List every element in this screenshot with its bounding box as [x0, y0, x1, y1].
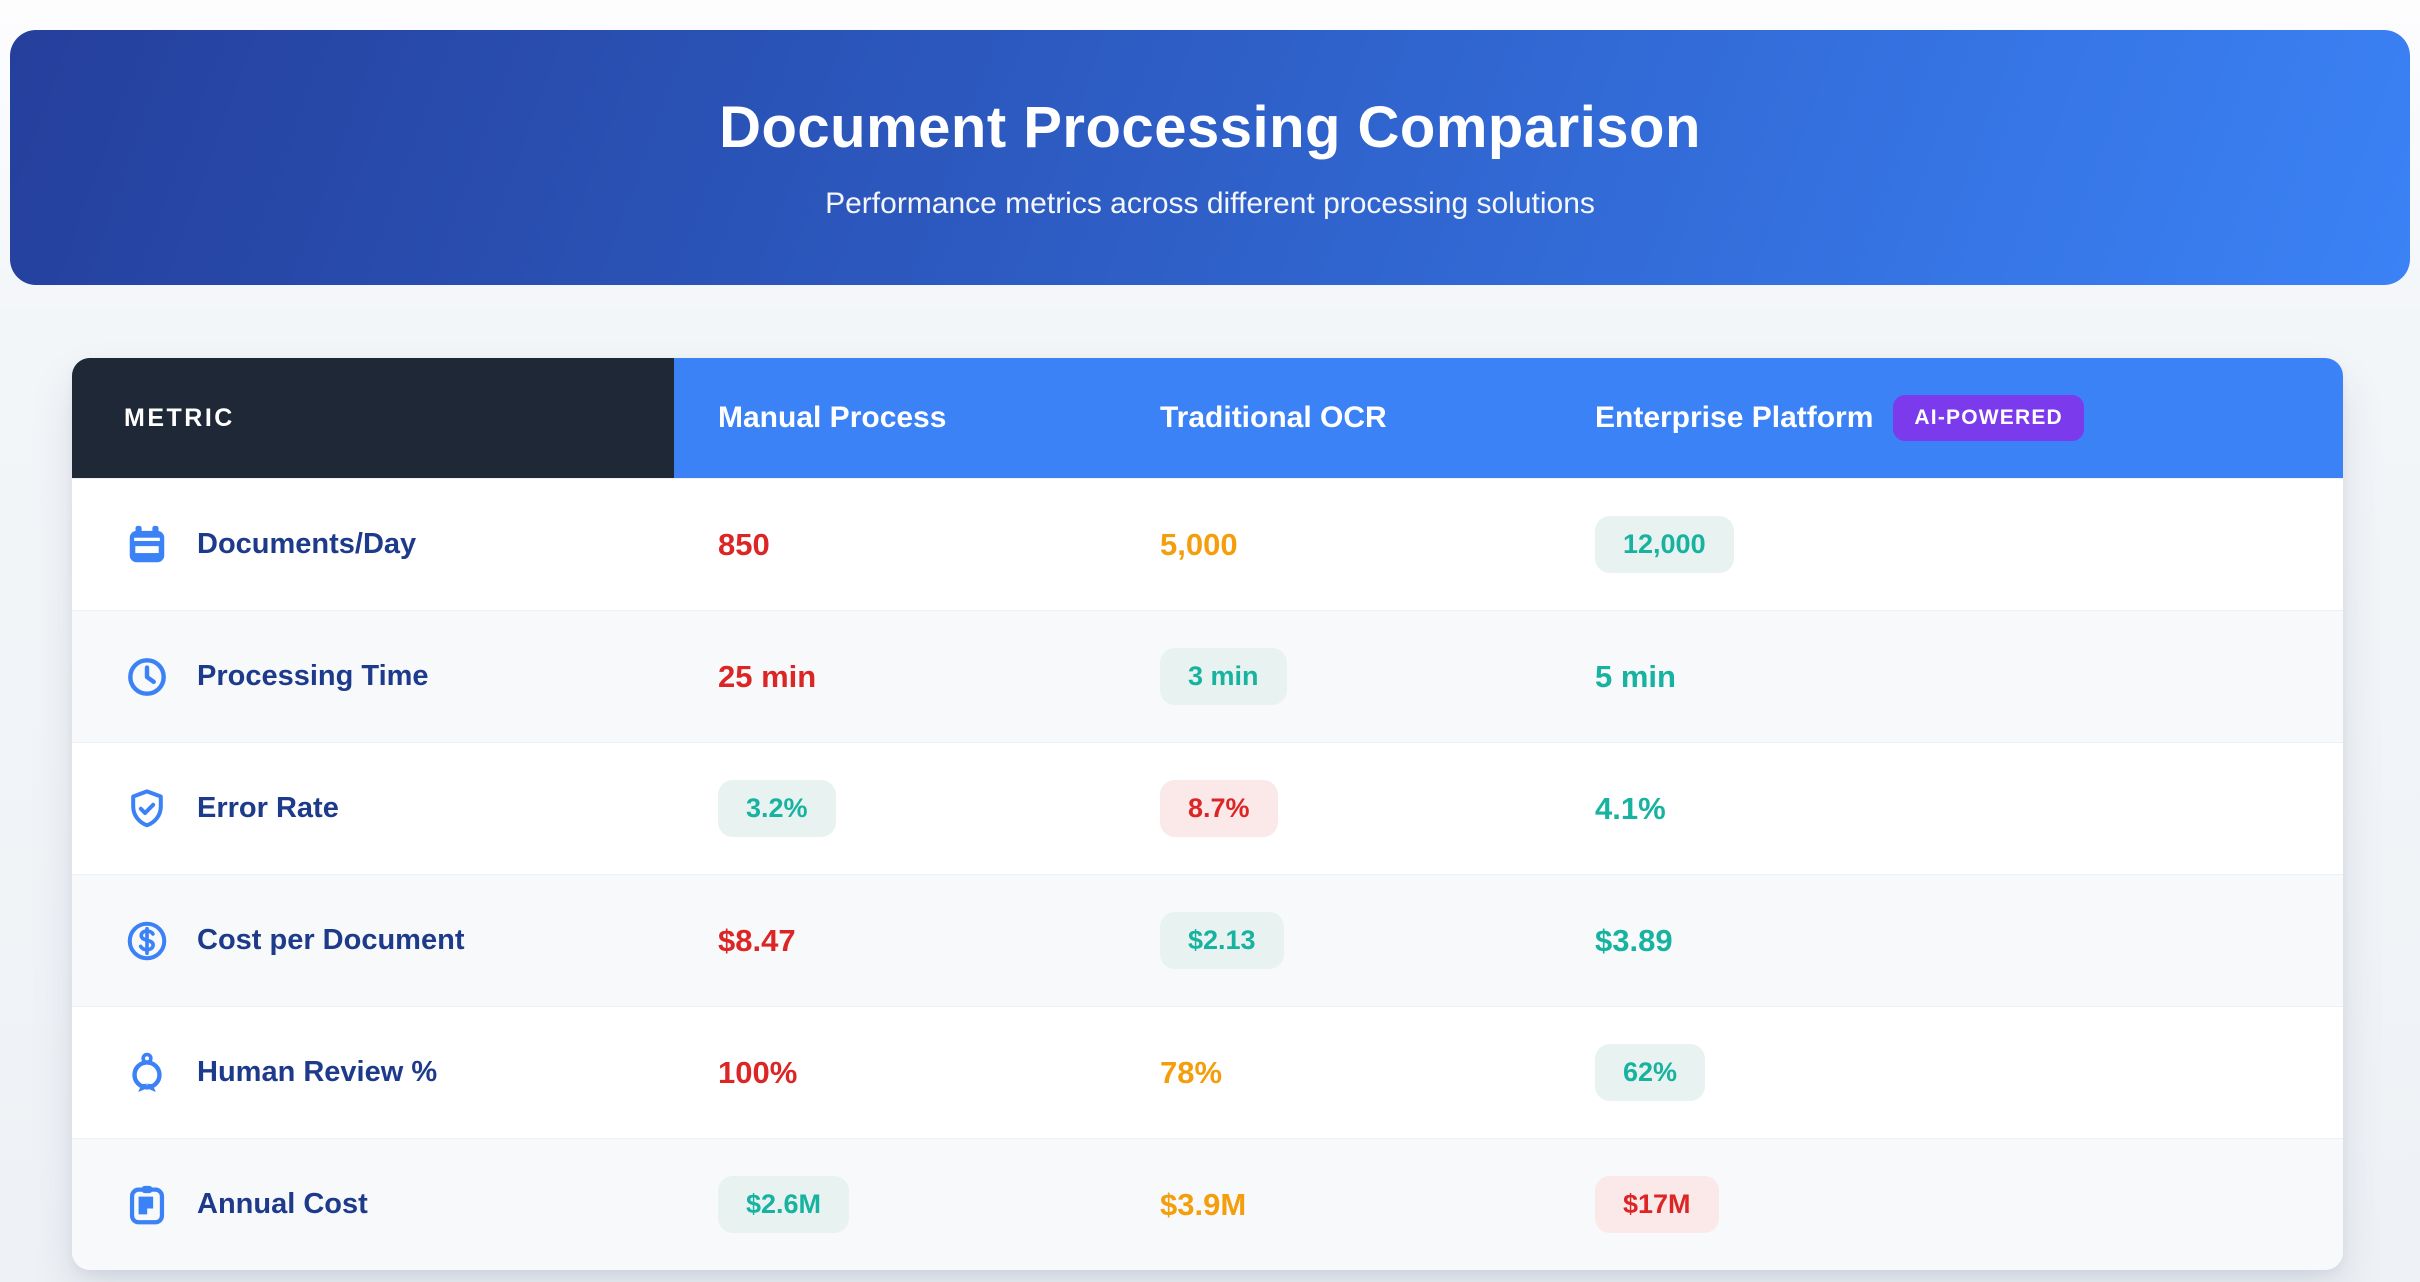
table-row: Annual Cost $2.6M $3.9M $17M: [72, 1138, 2343, 1270]
column-label: Enterprise Platform: [1595, 401, 1874, 434]
value-ocr-badge: 8.7%: [1160, 780, 1278, 837]
metric-label: Human Review %: [197, 1056, 438, 1088]
table-header-row: METRIC Manual Process Traditional OCR En…: [72, 358, 2343, 478]
dollar-circle-icon: [124, 918, 170, 964]
value-manual-badge: 3.2%: [718, 780, 836, 837]
metric-cell: Error Rate: [72, 786, 674, 832]
value-manual: $8.47: [718, 922, 796, 958]
value-ocr-badge: 3 min: [1160, 648, 1287, 705]
metric-cell: Annual Cost: [72, 1182, 674, 1228]
table-row: Cost per Document $8.47 $2.13 $3.89: [72, 874, 2343, 1006]
metric-cell: Documents/Day: [72, 522, 674, 568]
column-label: Traditional OCR: [1160, 401, 1387, 434]
metric-label: Cost per Document: [197, 924, 465, 956]
metric-cell: Cost per Document: [72, 918, 674, 964]
page-subtitle: Performance metrics across different pro…: [825, 187, 1595, 220]
value-ocr: 5,000: [1160, 526, 1238, 562]
value-manual: 100%: [718, 1054, 798, 1090]
value-ocr: 78%: [1160, 1054, 1223, 1090]
metric-label: Documents/Day: [197, 528, 417, 560]
comparison-table: METRIC Manual Process Traditional OCR En…: [72, 358, 2343, 1270]
value-enterprise-badge: 12,000: [1595, 516, 1734, 573]
value-manual: 850: [718, 526, 770, 562]
header-banner: Document Processing Comparison Performan…: [10, 30, 2410, 285]
value-ocr-badge: $2.13: [1160, 912, 1284, 969]
clock-icon: [124, 654, 170, 700]
clipboard-icon: [124, 1182, 170, 1228]
column-header-enterprise-platform: Enterprise Platform AI-POWERED: [1551, 395, 2343, 441]
metric-cell: Processing Time: [72, 654, 674, 700]
value-ocr: $3.9M: [1160, 1186, 1247, 1222]
table-row: Documents/Day 850 5,000 12,000: [72, 478, 2343, 610]
column-header-manual-process: Manual Process: [674, 401, 1116, 435]
ai-powered-badge: AI-POWERED: [1893, 395, 2084, 441]
value-enterprise-badge: $17M: [1595, 1176, 1719, 1233]
value-manual-badge: $2.6M: [718, 1176, 850, 1233]
medal-person-icon: [124, 1050, 170, 1096]
metric-label: Error Rate: [197, 792, 339, 824]
value-enterprise: 5 min: [1595, 658, 1676, 694]
metric-label: Processing Time: [197, 660, 429, 692]
shield-check-icon: [124, 786, 170, 832]
table-row: Error Rate 3.2% 8.7% 4.1%: [72, 742, 2343, 874]
value-enterprise-badge: 62%: [1595, 1044, 1706, 1101]
table-row: Processing Time 25 min 3 min 5 min: [72, 610, 2343, 742]
metric-label: Annual Cost: [197, 1188, 368, 1220]
column-header-traditional-ocr: Traditional OCR: [1116, 401, 1551, 435]
metric-cell: Human Review %: [72, 1050, 674, 1096]
table-row: Human Review % 100% 78% 62%: [72, 1006, 2343, 1138]
calendar-icon: [124, 522, 170, 568]
value-enterprise: $3.89: [1595, 922, 1673, 958]
column-header-metric: METRIC: [72, 358, 674, 478]
page-title: Document Processing Comparison: [719, 95, 1701, 160]
column-label: Manual Process: [718, 401, 947, 434]
value-manual: 25 min: [718, 658, 817, 694]
value-enterprise: 4.1%: [1595, 790, 1666, 826]
